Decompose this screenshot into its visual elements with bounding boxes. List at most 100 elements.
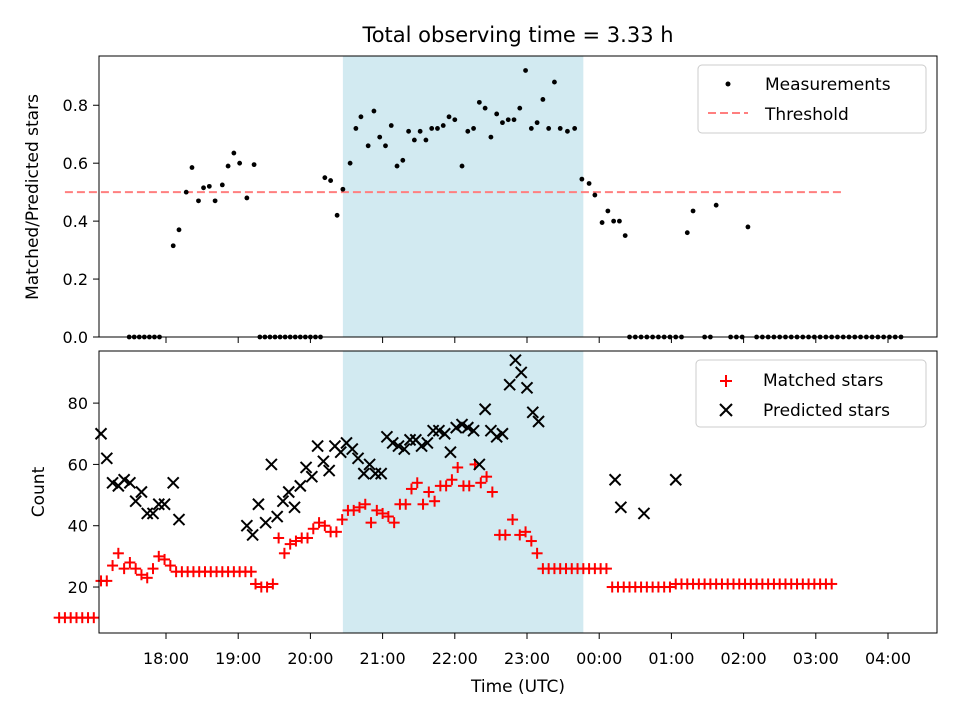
measurement-point — [371, 108, 377, 114]
matched-point — [101, 575, 113, 587]
bottom-legend: Matched stars Predicted stars — [695, 359, 927, 428]
measurement-point — [505, 117, 511, 123]
measurement-point — [500, 120, 505, 126]
predicted-point — [403, 433, 417, 447]
measurement-point — [394, 163, 400, 169]
measurement-point — [411, 137, 417, 143]
bottom-axes-frame — [98, 350, 938, 634]
bottom-panel: 20 40 60 80 18:00 19:00 20:00 21:00 22:00 23:00 0… — [29, 350, 938, 697]
x-tick-label: 18:00 — [143, 649, 189, 668]
measurement-point — [251, 162, 257, 168]
matched-point — [514, 529, 526, 541]
predicted-point — [478, 403, 492, 416]
top-legend: Measurements Threshold — [697, 64, 927, 134]
bottom-y-ticks: 20 40 60 80 — [68, 394, 99, 597]
matched-point — [245, 566, 257, 578]
matched-point — [365, 517, 377, 529]
measurement-point — [482, 105, 488, 111]
top-highlight-band — [342, 56, 584, 337]
predicted-point — [152, 498, 165, 511]
measurement-point — [488, 134, 494, 140]
predicted-point — [240, 519, 254, 532]
measurement-point — [406, 128, 411, 134]
matched-point — [353, 501, 365, 513]
matched-point — [267, 578, 279, 590]
measurement-point — [440, 123, 446, 128]
measurement-point — [176, 227, 182, 233]
predicted-point — [158, 498, 171, 511]
matched-point — [481, 471, 493, 483]
measurement-point — [417, 128, 423, 134]
x-tick-label: 19:00 — [215, 649, 261, 668]
measurement-point — [212, 198, 218, 204]
matched-point — [130, 563, 142, 575]
measurement-point — [476, 99, 482, 105]
matched-point — [531, 547, 543, 559]
matched-point — [417, 498, 429, 510]
y-tick-label: 0.2 — [63, 270, 88, 289]
matched-point — [141, 572, 153, 584]
measurement-point — [347, 160, 353, 166]
matched-point — [463, 480, 475, 492]
predicted-point — [432, 424, 446, 437]
measurement-point — [745, 224, 751, 230]
bottom-matched-points — [53, 458, 838, 624]
matched-point — [135, 569, 147, 581]
matched-point — [118, 563, 130, 575]
measurement-point — [557, 126, 563, 131]
y-tick-label: 0.4 — [63, 212, 88, 231]
measurement-point — [611, 218, 617, 224]
matched-point — [499, 529, 511, 541]
predicted-point — [276, 494, 290, 508]
bottom-predicted-points — [94, 353, 682, 542]
matched-point — [475, 477, 487, 489]
predicted-point — [282, 485, 295, 499]
predicted-point — [351, 452, 365, 465]
predicted-point — [614, 501, 628, 514]
measurement-point — [170, 243, 176, 249]
predicted-point — [311, 439, 324, 453]
predicted-point — [117, 473, 131, 486]
predicted-point — [374, 467, 388, 480]
y-tick-label: 20 — [68, 578, 88, 597]
legend-predicted-label: Predicted stars — [763, 401, 890, 421]
predicted-point — [167, 476, 180, 490]
predicted-point — [490, 430, 503, 444]
x-tick-label: 22:00 — [432, 649, 478, 668]
matched-point — [336, 514, 348, 526]
predicted-point — [467, 424, 480, 437]
bottom-x-ticks: 18:00 19:00 20:00 21:00 22:00 23:00 00:00 01:00… — [143, 633, 911, 668]
matched-point — [124, 557, 136, 568]
predicted-point — [294, 479, 307, 493]
measurement-point — [435, 126, 440, 131]
legend-predicted-marker — [719, 403, 733, 417]
legend-measurements-label: Measurements — [765, 75, 891, 95]
predicted-point — [608, 473, 622, 486]
matched-point — [826, 578, 838, 590]
y-tick-label: 40 — [68, 517, 88, 536]
measurement-point — [183, 189, 189, 195]
matched-point — [88, 612, 100, 624]
predicted-point — [520, 381, 534, 394]
measurement-point — [713, 202, 719, 208]
measurement-point — [353, 126, 359, 131]
measurement-point — [565, 128, 570, 134]
matched-point — [290, 535, 302, 547]
matched-point — [359, 498, 371, 510]
predicted-point — [426, 424, 440, 437]
measurement-point — [334, 212, 340, 218]
matched-point — [273, 532, 285, 544]
matched-point — [520, 526, 532, 538]
bottom-highlight-band — [342, 351, 584, 633]
top-y-axis-label: Matched/Predicted stars — [23, 94, 43, 300]
matched-point — [507, 514, 519, 526]
predicted-point — [669, 473, 682, 486]
measurement-point — [231, 150, 237, 156]
measurement-point — [528, 126, 534, 131]
measurement-point — [605, 208, 611, 214]
measurement-point — [517, 105, 523, 111]
measurement-point — [322, 175, 328, 181]
measurement-point — [429, 126, 435, 131]
predicted-point — [386, 436, 399, 450]
